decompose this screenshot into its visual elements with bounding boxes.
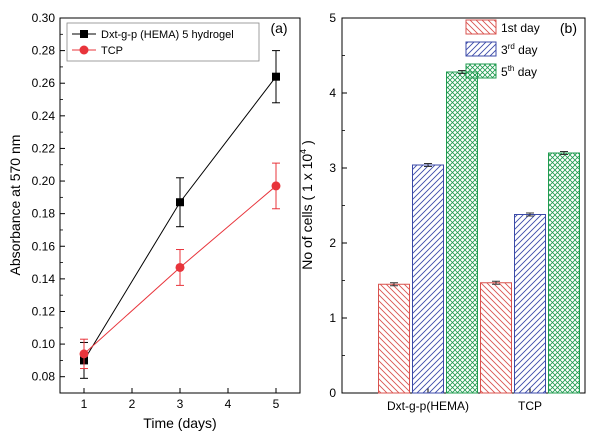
panel-a-line-chart: 1 2 3 4 5 0.08 0.10 0.12 0.14 0.16 0.18 0.20 0.22 0.2… (7, 11, 301, 431)
panel-a-legend-box (66, 22, 260, 62)
panel-a-point-square (272, 72, 280, 81)
panel-b-legend-swatch (465, 19, 497, 35)
panel-b-legend-label: 3rd day (501, 42, 538, 57)
panel-b-bar (412, 164, 444, 394)
panel-b-bar (480, 282, 512, 394)
panel-a-legend-marker-square (80, 30, 88, 38)
panel-b-legend-label-main: 1st day (501, 21, 540, 35)
panel-b-legend-label: 1st day (501, 21, 540, 35)
panel-b-y-axis-label-main: No of cells ( 1 x 10 (299, 154, 315, 270)
panel-b-y-axis-label-end: ) (299, 140, 315, 149)
panel-a-point-circle (175, 262, 185, 272)
panel-a-axes: 1 2 3 4 5 0.08 0.10 0.12 0.14 0.16 0.18 0.20 0.22 0.2… (32, 11, 280, 411)
panel-a-y-tick-label: 0.18 (32, 207, 56, 221)
panel-b-y-tick-label: 2 (329, 236, 336, 250)
panel-b-bar (548, 152, 580, 394)
panel-b-y-axis-label-exp: 4 (298, 149, 308, 154)
panel-b-legend-label-sup: th (508, 64, 515, 73)
panel-a-legend-marker-circle (79, 45, 89, 55)
panel-a-y-tick-label: 0.24 (32, 109, 56, 123)
panel-a-series (79, 50, 281, 379)
panel-a-y-tick-label: 0.16 (32, 239, 56, 253)
panel-a-x-tick-label: 4 (225, 397, 232, 411)
panel-b-y-tick-label: 4 (329, 86, 336, 100)
panel-b-legend-swatch (465, 41, 497, 57)
panel-a-y-tick-label: 0.10 (32, 337, 56, 351)
panel-a-y-tick-label: 0.08 (32, 370, 56, 384)
panel-a-y-tick-label: 0.12 (32, 304, 56, 318)
panel-b-label: (b) (560, 20, 577, 36)
panel-b-y-tick-label: 5 (329, 11, 336, 25)
panel-b-legend-label-end: day (514, 65, 537, 79)
panel-a-x-tick-label: 1 (81, 397, 88, 411)
panel-b-legend-label: 5th day (501, 64, 537, 79)
panel-a-x-tick-label: 5 (273, 397, 280, 411)
panel-a-y-tick-label: 0.14 (32, 272, 56, 286)
panel-a-y-tick-label: 0.22 (32, 141, 56, 155)
panel-a-label: (a) (270, 20, 287, 36)
panel-b-bar (514, 214, 546, 394)
panel-a-y-tick-label: 0.26 (32, 76, 56, 90)
panel-b-x-tick-label: TCP (518, 399, 542, 413)
panel-b-y-axis-label: No of cells ( 1 x 104 ) (298, 140, 315, 270)
panel-a-y-axis-label: Absorbance at 570 nm (7, 135, 23, 276)
panel-a-x-tick-label: 3 (177, 397, 184, 411)
panel-a-point-circle (271, 181, 281, 191)
panel-b-legend-label-main: 5 (501, 65, 508, 79)
panel-b-legend-label-main: 3 (501, 43, 508, 57)
panel-b-legend-label-end: day (515, 43, 538, 57)
panel-b-y-tick-label: 3 (329, 161, 336, 175)
panel-a-y-tick-label: 0.30 (32, 11, 56, 25)
panel-a-point-circle (79, 349, 89, 359)
panel-b-y-tick-label: 1 (329, 311, 336, 325)
panel-a-x-axis-label: Time (days) (143, 415, 216, 431)
panel-a-y-tick-label: 0.28 (32, 44, 56, 58)
panel-a-legend-label: Dxt-g-p (HEMA) 5 hydrogel (101, 29, 234, 41)
panel-a-y-tick-label: 0.20 (32, 174, 56, 188)
panel-b-bar (446, 71, 478, 394)
panel-a-legend-label: TCP (101, 45, 123, 57)
panel-a-legend: Dxt-g-p (HEMA) 5 hydrogel TCP (66, 22, 260, 62)
panel-a-point-square (176, 198, 184, 207)
panel-b-x-tick-label: Dxt-g-p(HEMA) (387, 399, 469, 413)
panel-b-bars (378, 70, 580, 394)
panel-b-bar (378, 283, 410, 394)
panel-b-y-tick-label: 0 (329, 386, 336, 400)
panel-a-x-tick-label: 2 (129, 397, 136, 411)
panel-b-legend-label-sup: rd (508, 42, 515, 51)
panel-b-legend-swatch (465, 63, 497, 79)
panel-b-bar-chart: 0 1 2 3 4 5 Dxt-g-p(HEMA) TCP (b) No of cells (… (298, 11, 586, 413)
